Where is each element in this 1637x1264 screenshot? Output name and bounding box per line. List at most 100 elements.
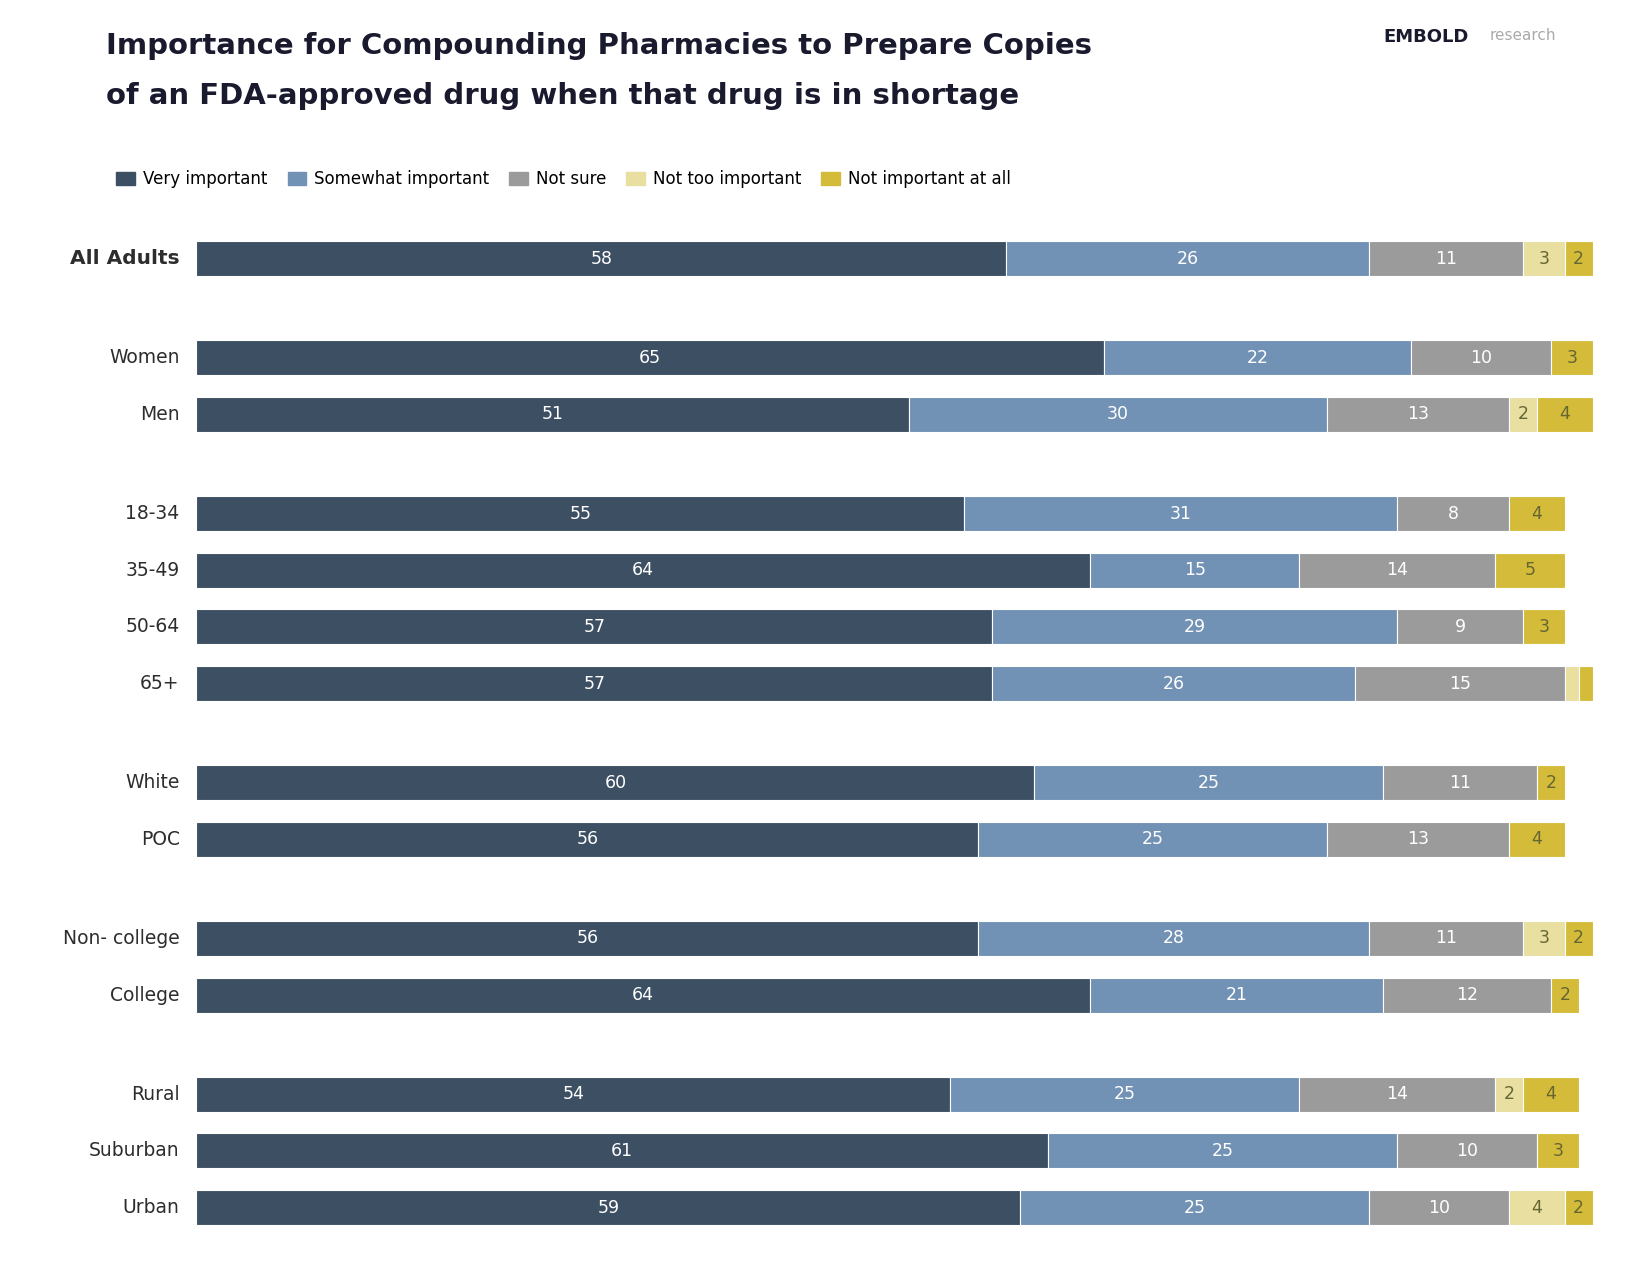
Bar (196, 495, 964, 531)
Text: 25: 25 (1211, 1141, 1234, 1160)
Bar (1522, 921, 1565, 956)
Text: 3: 3 (1539, 929, 1549, 948)
Text: 59: 59 (598, 1198, 619, 1216)
Text: of an FDA-approved drug when that drug is in shortage: of an FDA-approved drug when that drug i… (106, 82, 1020, 110)
Bar (1300, 552, 1495, 588)
Bar (1565, 666, 1578, 702)
Text: 64: 64 (632, 561, 655, 579)
Bar (1103, 340, 1411, 375)
Text: Non- college: Non- college (62, 929, 180, 948)
Bar (196, 552, 1090, 588)
Text: 60: 60 (604, 774, 627, 791)
Bar (979, 822, 1328, 857)
Bar (196, 1189, 1020, 1225)
Text: 13: 13 (1408, 406, 1429, 423)
Text: 57: 57 (583, 618, 606, 636)
Text: 14: 14 (1387, 561, 1408, 579)
Bar (992, 666, 1355, 702)
Text: 22: 22 (1247, 349, 1269, 367)
Text: 4: 4 (1560, 406, 1570, 423)
Text: Men: Men (141, 404, 180, 423)
Text: 2: 2 (1545, 774, 1557, 791)
Bar (1048, 1134, 1398, 1168)
Text: 64: 64 (632, 986, 655, 1004)
Text: 9: 9 (1455, 618, 1465, 636)
Bar (196, 340, 1103, 375)
Text: 56: 56 (576, 929, 599, 948)
Text: Importance for Compounding Pharmacies to Prepare Copies: Importance for Compounding Pharmacies to… (106, 32, 1092, 59)
Text: College: College (110, 986, 180, 1005)
Bar (1522, 609, 1565, 645)
Text: 2: 2 (1573, 1198, 1585, 1216)
Bar (1398, 609, 1522, 645)
Bar (909, 397, 1328, 432)
Bar (196, 1077, 951, 1112)
Legend: Very important, Somewhat important, Not sure, Not too important, Not important a: Very important, Somewhat important, Not … (110, 164, 1018, 195)
Text: 25: 25 (1184, 1198, 1206, 1216)
Text: 2: 2 (1573, 250, 1585, 268)
Bar (1035, 765, 1383, 800)
Text: 11: 11 (1436, 929, 1457, 948)
Text: 11: 11 (1436, 250, 1457, 268)
Text: 65+: 65+ (141, 674, 180, 693)
Bar (951, 1077, 1300, 1112)
Text: 2: 2 (1503, 1086, 1514, 1103)
Bar (1369, 1189, 1509, 1225)
Text: 10: 10 (1427, 1198, 1450, 1216)
Bar (1090, 552, 1300, 588)
Text: 3: 3 (1552, 1141, 1563, 1160)
Bar (1398, 1134, 1537, 1168)
Text: 18-34: 18-34 (126, 504, 180, 523)
Bar (1565, 241, 1593, 277)
Bar (1537, 765, 1565, 800)
Text: Women: Women (110, 349, 180, 368)
Bar (1020, 1189, 1369, 1225)
Text: 14: 14 (1387, 1086, 1408, 1103)
Bar (1383, 765, 1537, 800)
Bar (1522, 1077, 1578, 1112)
Text: Suburban: Suburban (88, 1141, 180, 1160)
Text: 25: 25 (1198, 774, 1220, 791)
Bar (1537, 397, 1593, 432)
Bar (196, 921, 979, 956)
Bar (1509, 1189, 1565, 1225)
Text: 4: 4 (1545, 1086, 1557, 1103)
Text: 56: 56 (576, 830, 599, 848)
Text: 3: 3 (1539, 618, 1549, 636)
Bar (196, 241, 1007, 277)
Text: 31: 31 (1170, 504, 1192, 522)
Text: 61: 61 (611, 1141, 634, 1160)
Text: 4: 4 (1532, 830, 1542, 848)
Bar (1355, 666, 1565, 702)
Text: 50-64: 50-64 (126, 617, 180, 636)
Text: 4: 4 (1532, 504, 1542, 522)
Text: 57: 57 (583, 675, 606, 693)
Bar (964, 495, 1398, 531)
Bar (1509, 822, 1565, 857)
Text: 15: 15 (1184, 561, 1206, 579)
Text: 15: 15 (1449, 675, 1472, 693)
Bar (196, 397, 909, 432)
Text: 10: 10 (1470, 349, 1491, 367)
Bar (1090, 977, 1383, 1012)
Text: 35-49: 35-49 (126, 561, 180, 580)
Text: 5: 5 (1524, 561, 1536, 579)
Bar (992, 609, 1398, 645)
Text: 30: 30 (1107, 406, 1130, 423)
Bar (1369, 921, 1522, 956)
Text: 51: 51 (542, 406, 563, 423)
Text: 2: 2 (1560, 986, 1570, 1004)
Bar (196, 609, 992, 645)
Text: All Adults: All Adults (70, 249, 180, 268)
Bar (1550, 977, 1578, 1012)
Bar (1495, 1077, 1522, 1112)
Text: EMBOLD: EMBOLD (1383, 28, 1468, 46)
Text: research: research (1490, 28, 1557, 43)
Text: 2: 2 (1517, 406, 1529, 423)
Bar (1522, 241, 1565, 277)
Bar (1383, 977, 1550, 1012)
Text: 25: 25 (1143, 830, 1164, 848)
Text: 4: 4 (1532, 1198, 1542, 1216)
Text: 13: 13 (1408, 830, 1429, 848)
Text: 21: 21 (1226, 986, 1247, 1004)
